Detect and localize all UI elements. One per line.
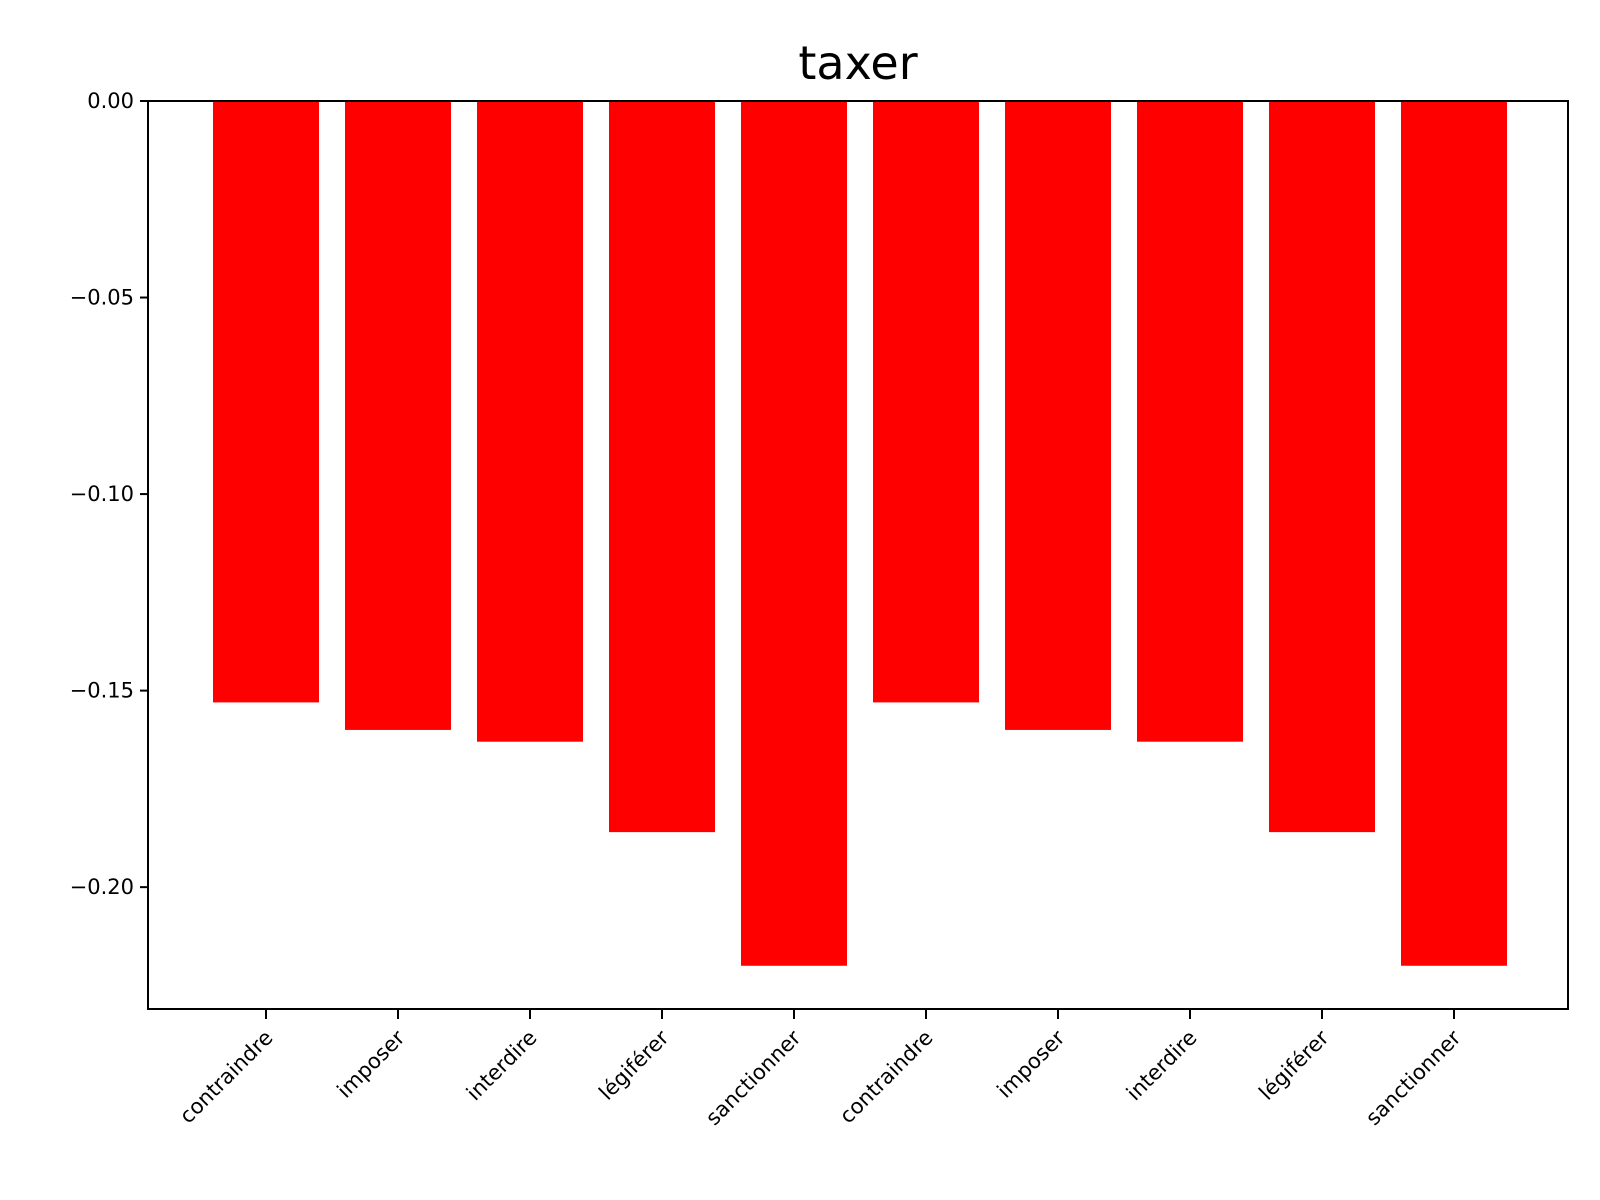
x-tick-label: interdire [462, 1026, 542, 1106]
bar-imposer-1 [345, 101, 451, 730]
bar-contraindre-5 [873, 101, 979, 703]
chart-title: taxer [798, 36, 917, 90]
x-tick-label: imposer [992, 1025, 1069, 1102]
y-tick-label: −0.20 [70, 875, 134, 899]
bar-sanctionner-9 [1401, 101, 1507, 966]
y-tick-label: 0.00 [87, 89, 134, 113]
bar-imposer-6 [1005, 101, 1111, 730]
x-tick-label: interdire [1122, 1026, 1202, 1106]
bar-interdire-2 [477, 101, 583, 742]
bar-légiférer-3 [609, 101, 715, 833]
bar-contraindre-0 [213, 101, 319, 703]
x-tick-label: légiférer [594, 1025, 673, 1104]
x-tick-label: sanctionner [701, 1025, 806, 1130]
bar-légiférer-8 [1269, 101, 1375, 833]
y-tick-label: −0.05 [70, 286, 134, 310]
x-tick-label: imposer [332, 1025, 409, 1102]
bar-sanctionner-4 [741, 101, 847, 966]
plot-frame [147, 100, 1569, 1010]
bars-layer [213, 101, 1507, 966]
x-tick-label: contraindre [835, 1026, 938, 1129]
y-tick-label: −0.10 [70, 482, 134, 506]
bar-interdire-7 [1137, 101, 1243, 742]
x-tick-label: contraindre [175, 1026, 278, 1129]
y-tick-label: −0.15 [70, 679, 134, 703]
x-tick-label: sanctionner [1361, 1025, 1466, 1130]
x-tick-label: légiférer [1254, 1025, 1333, 1104]
